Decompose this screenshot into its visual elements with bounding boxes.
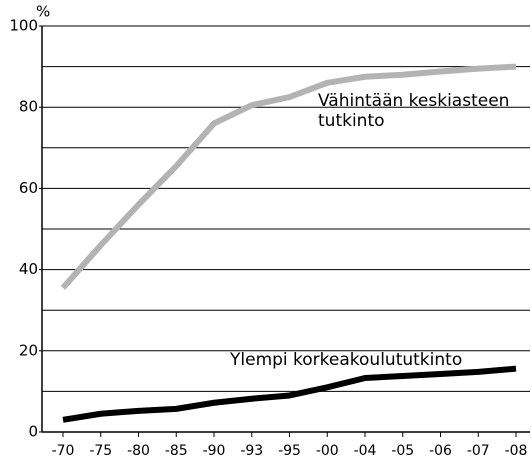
x-tick-label: -08 bbox=[505, 443, 528, 459]
x-tick-label: -04 bbox=[354, 443, 377, 459]
series-label: Vähintään keskiasteen tutkinto bbox=[318, 91, 510, 131]
x-tick-label: -07 bbox=[467, 443, 490, 459]
y-tick-label: 40 bbox=[19, 260, 38, 278]
x-tick-label: -90 bbox=[203, 443, 226, 459]
x-tick-label: -06 bbox=[429, 443, 452, 459]
y-tick-label: 60 bbox=[19, 179, 38, 197]
x-tick-label: -70 bbox=[52, 443, 75, 459]
x-tick-label: -95 bbox=[278, 443, 301, 459]
x-tick-label: -00 bbox=[316, 443, 339, 459]
line-series bbox=[60, 63, 517, 290]
x-tick-label: -75 bbox=[89, 443, 112, 459]
y-axis-label: % bbox=[36, 3, 50, 21]
line-series bbox=[62, 365, 517, 423]
y-tick-label: 0 bbox=[28, 423, 38, 441]
y-tick-label: 20 bbox=[19, 341, 38, 359]
y-tick-label: 100 bbox=[9, 17, 38, 35]
y-tick-label: 80 bbox=[19, 98, 38, 116]
x-tick-label: -05 bbox=[391, 443, 414, 459]
x-tick-label: -80 bbox=[127, 443, 150, 459]
x-tick-label: -93 bbox=[240, 443, 263, 459]
series-label: Ylempi korkeakoulututkinto bbox=[230, 350, 463, 370]
x-tick-label: -85 bbox=[165, 443, 188, 459]
